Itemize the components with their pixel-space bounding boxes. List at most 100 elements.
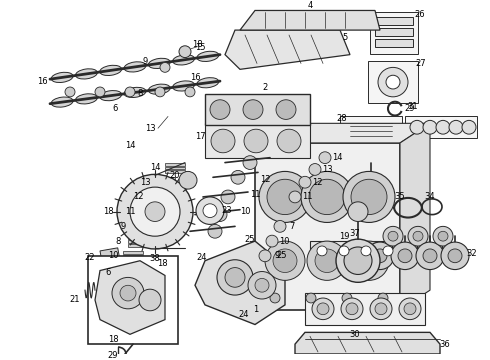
Circle shape [155,87,165,97]
Text: 24: 24 [239,310,249,319]
Bar [123,251,143,254]
Circle shape [346,303,358,315]
Text: 29: 29 [108,351,118,360]
Circle shape [139,289,161,311]
Circle shape [117,174,193,249]
Circle shape [120,285,136,301]
Circle shape [342,293,352,303]
Circle shape [243,100,263,120]
Bar [155,177,175,180]
Circle shape [336,239,380,282]
Bar [155,185,175,188]
Circle shape [185,87,195,97]
Circle shape [309,179,345,215]
Polygon shape [225,30,350,69]
Circle shape [383,226,403,246]
Circle shape [267,179,303,215]
Circle shape [375,303,387,315]
Circle shape [349,241,389,280]
Circle shape [130,187,180,236]
Polygon shape [95,261,165,334]
Text: 19: 19 [339,232,349,241]
Ellipse shape [172,81,195,91]
Circle shape [225,267,245,287]
Text: 18: 18 [192,40,202,49]
Polygon shape [195,241,285,324]
Circle shape [312,298,334,320]
Ellipse shape [75,94,98,104]
Circle shape [255,278,269,292]
Circle shape [208,224,222,238]
Ellipse shape [197,78,219,88]
Text: 23: 23 [221,206,232,215]
Text: 14: 14 [150,163,160,172]
Circle shape [413,231,423,241]
Text: 25: 25 [277,251,287,260]
Text: 14: 14 [125,141,135,150]
Text: 12: 12 [260,175,270,184]
Text: 22: 22 [85,253,95,262]
Polygon shape [255,123,430,143]
Text: 14: 14 [332,153,342,162]
Circle shape [373,249,387,263]
Circle shape [391,242,419,270]
Bar [140,207,160,210]
Circle shape [276,100,296,120]
Circle shape [366,242,394,270]
Circle shape [270,293,280,303]
Circle shape [438,231,448,241]
Ellipse shape [172,55,195,65]
Polygon shape [295,332,440,354]
Text: 18: 18 [157,259,167,268]
Ellipse shape [148,84,170,94]
Text: 2: 2 [262,82,268,91]
Circle shape [112,278,144,309]
Ellipse shape [124,62,146,72]
Text: 21: 21 [70,296,80,305]
Bar [340,116,402,187]
Bar [140,215,160,217]
Circle shape [274,220,286,232]
Bar [118,271,138,274]
Circle shape [231,170,245,184]
Circle shape [277,129,301,153]
Text: 11: 11 [125,207,135,216]
Bar [205,123,310,158]
Text: 5: 5 [343,33,347,42]
Ellipse shape [75,69,98,79]
Circle shape [339,246,349,256]
Text: 32: 32 [466,249,477,258]
Bar [375,28,413,36]
Text: 12: 12 [133,193,143,202]
Text: 31: 31 [408,102,418,111]
Bar [350,123,392,141]
Text: 6: 6 [105,268,111,277]
Circle shape [196,197,224,224]
Circle shape [365,175,377,187]
Circle shape [95,87,105,97]
Circle shape [404,303,416,315]
Bar [118,275,138,278]
Circle shape [398,249,412,263]
Text: 10: 10 [240,207,250,216]
Bar [128,236,148,239]
Circle shape [265,241,305,280]
Text: 12: 12 [312,178,322,187]
Circle shape [213,208,227,221]
Bar [205,94,310,125]
Text: 26: 26 [415,10,425,19]
Bar [133,225,153,228]
Circle shape [317,246,327,256]
Circle shape [378,293,388,303]
Circle shape [307,241,347,280]
Text: 18: 18 [108,335,118,344]
Circle shape [317,303,329,315]
Bar [165,163,185,166]
Circle shape [399,298,421,320]
Bar [148,196,168,199]
Circle shape [448,249,462,263]
Bar [133,229,153,232]
Circle shape [259,250,271,262]
Circle shape [388,231,398,241]
Circle shape [386,75,400,89]
